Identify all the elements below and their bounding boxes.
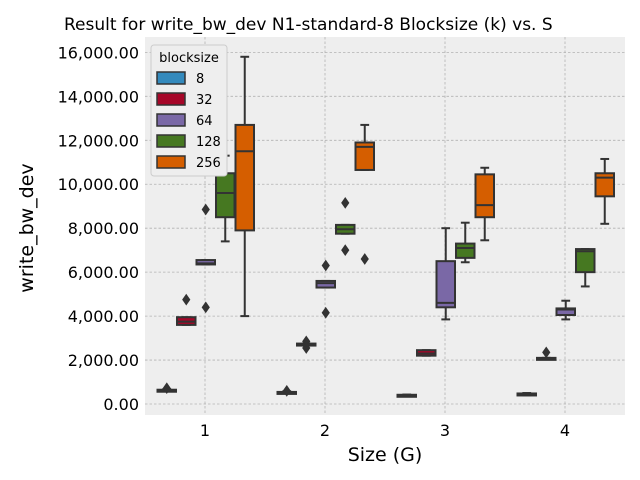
y-tick-label: 12,000.00 [58, 131, 139, 150]
outlier-point [321, 259, 330, 272]
box-64-size-1 [195, 203, 216, 314]
legend-item-256: 256 [156, 155, 221, 171]
outlier-point [341, 244, 350, 257]
box-iqr [474, 173, 495, 219]
legend-label: 8 [196, 72, 204, 87]
box-32-size-1 [176, 293, 197, 326]
box-32-size-3 [416, 349, 437, 357]
box-iqr [234, 123, 255, 232]
box-256-size-3 [474, 166, 495, 242]
box-256-size-4 [594, 157, 615, 225]
x-tick-label: 4 [560, 421, 570, 440]
x-tick-label: 3 [440, 421, 450, 440]
y-tick-label: 10,000.00 [58, 175, 139, 194]
y-tick-label: 0.00 [103, 395, 139, 414]
box-256-size-1 [234, 55, 255, 318]
legend: blocksize 8 32 64 128 256 [150, 44, 228, 177]
outlier-point [282, 384, 291, 397]
box-iqr [594, 172, 615, 198]
y-axis-label: write_bw_dev [16, 163, 38, 292]
outlier-point [321, 306, 330, 319]
box-iqr [215, 172, 236, 219]
box-iqr [555, 307, 576, 317]
box-128-size-4 [575, 248, 596, 288]
y-tick-label: 8,000.00 [68, 219, 139, 238]
outlier-point [182, 293, 191, 306]
box-iqr [354, 141, 375, 171]
box-64-size-4 [555, 299, 576, 321]
legend-item-32: 32 [156, 92, 213, 108]
box-8-size-4 [516, 392, 537, 397]
box-32-size-4 [536, 346, 557, 361]
box-32-size-2 [296, 335, 317, 354]
outlier-point [341, 197, 350, 209]
y-tick-label: 14,000.00 [58, 87, 139, 106]
chart-title: Result for write_bw_dev N1-standard-8 Bl… [64, 15, 553, 35]
y-tick-label: 4,000.00 [68, 307, 139, 326]
legend-item-64: 64 [156, 113, 213, 129]
box-128-size-1 [215, 154, 236, 243]
box-iqr [455, 242, 476, 259]
x-tick-label: 2 [320, 421, 330, 440]
legend-item-128: 128 [156, 134, 221, 150]
box-groups [156, 55, 615, 398]
legend-label: 32 [196, 93, 213, 108]
legend-swatch [156, 92, 186, 106]
legend-label: 64 [196, 114, 213, 129]
box-128-size-3 [455, 221, 476, 264]
legend-swatch [156, 155, 186, 169]
outlier-point [360, 253, 369, 265]
legend-swatch [156, 113, 186, 127]
box-128-size-2 [335, 197, 356, 257]
outlier-point [302, 342, 311, 354]
outlier-point [542, 346, 551, 359]
y-axis-ticks: 0.00 2,000.00 4,000.00 6,000.00 8,000.00 10,0… [58, 43, 139, 414]
box-iqr [195, 259, 216, 266]
y-tick-label: 6,000.00 [68, 263, 139, 282]
legend-swatch [156, 71, 186, 85]
outlier-point [162, 382, 171, 395]
x-axis-label: Size (G) [348, 444, 423, 466]
x-axis-ticks: 1 2 3 4 [200, 421, 570, 440]
box-256-size-2 [354, 123, 375, 265]
box-iqr [315, 279, 336, 289]
y-tick-label: 2,000.00 [68, 351, 139, 370]
box-8-size-1 [156, 382, 177, 395]
box-8-size-2 [276, 384, 297, 397]
outlier-point [201, 301, 210, 314]
legend-label: 128 [196, 135, 221, 150]
legend-item-8: 8 [156, 71, 204, 87]
box-8-size-3 [396, 393, 417, 398]
box-64-size-3 [435, 227, 456, 321]
legend-title: blocksize [159, 51, 219, 66]
legend-swatch [156, 134, 186, 148]
grid-lines [145, 37, 625, 415]
outlier-point [302, 335, 311, 348]
box-iqr [575, 248, 596, 274]
box-iqr [435, 260, 456, 309]
outlier-point [201, 203, 210, 216]
legend-label: 256 [196, 156, 221, 171]
y-tick-label: 16,000.00 [58, 43, 139, 62]
box-64-size-2 [315, 259, 336, 319]
x-tick-label: 1 [200, 421, 210, 440]
